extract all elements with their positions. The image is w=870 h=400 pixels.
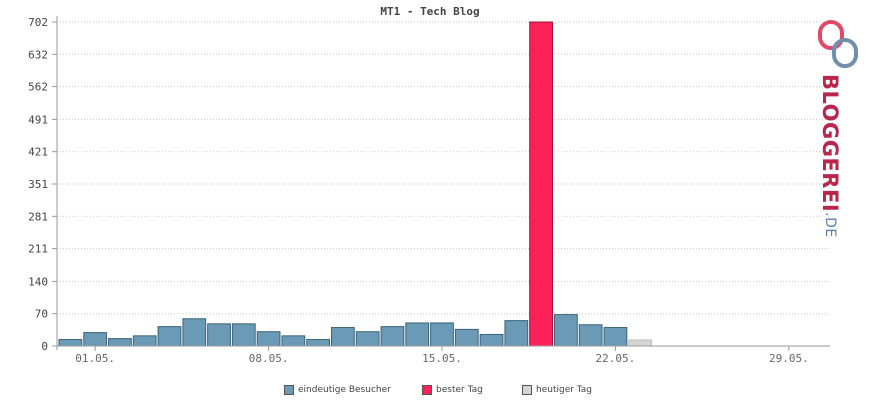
legend-swatch-visitors [284, 385, 294, 395]
bar [207, 323, 231, 347]
legend-item-today: heutiger Tag [522, 385, 592, 395]
bar [157, 326, 182, 347]
legend-swatch-best-day [422, 385, 432, 395]
bloggerei-logo[interactable]: BLOGGEREI.DE [812, 18, 868, 238]
bar-best-day [529, 21, 553, 347]
bar [430, 322, 454, 347]
bar [306, 339, 331, 347]
y-tick-label: 632 [28, 48, 48, 61]
bar [405, 322, 430, 347]
bar [108, 338, 132, 347]
bar [603, 327, 628, 347]
bar [83, 332, 108, 347]
logo-wordmark: BLOGGEREI.DE [818, 74, 842, 238]
bar [58, 339, 83, 347]
y-tick-label: 491 [28, 113, 48, 126]
bar [380, 326, 405, 347]
bar [132, 335, 157, 347]
y-tick-label: 0 [41, 340, 48, 353]
legend-item-visitors: eindeutige Besucher [284, 385, 391, 395]
y-tick-label: 140 [28, 275, 48, 288]
bar [256, 331, 281, 347]
legend-item-best-day: bester Tag [422, 385, 483, 395]
bar [331, 327, 355, 347]
y-tick-label: 70 [35, 308, 48, 321]
bloggerei-mark-icon [818, 20, 858, 68]
x-tick-label: 29.05. [769, 352, 809, 365]
x-tick-label: 08.05. [249, 352, 289, 365]
bar [504, 320, 529, 347]
bar [454, 328, 479, 347]
bar [231, 323, 256, 347]
y-tick-label: 351 [28, 178, 48, 191]
legend-label-today: heutiger Tag [536, 385, 593, 395]
legend-label-visitors: eindeutige Besucher [298, 385, 391, 395]
y-tick-label: 702 [28, 16, 48, 29]
bar [553, 314, 578, 347]
y-tick-label: 562 [28, 81, 48, 94]
x-tick-label: 15.05. [422, 352, 462, 365]
chart-title: MT1 - Tech Blog [380, 5, 480, 18]
bar-today [628, 339, 653, 347]
legend-swatch-today [522, 385, 532, 395]
bar [578, 324, 603, 347]
y-tick-label: 211 [28, 243, 48, 256]
legend-label-best-day: bester Tag [436, 385, 483, 395]
chart-legend: eindeutige Besucher bester Tag heutiger … [0, 385, 870, 399]
logo-name: BLOGGEREI [818, 74, 842, 213]
x-tick-label: 22.05. [596, 352, 636, 365]
bar [182, 318, 207, 347]
bar [355, 331, 380, 347]
y-tick-label: 281 [28, 210, 48, 223]
bar [281, 335, 306, 347]
bar [479, 333, 504, 347]
y-tick-label: 421 [28, 146, 48, 159]
logo-tld: .DE [822, 212, 838, 238]
x-tick-label: 01.05. [75, 352, 115, 365]
